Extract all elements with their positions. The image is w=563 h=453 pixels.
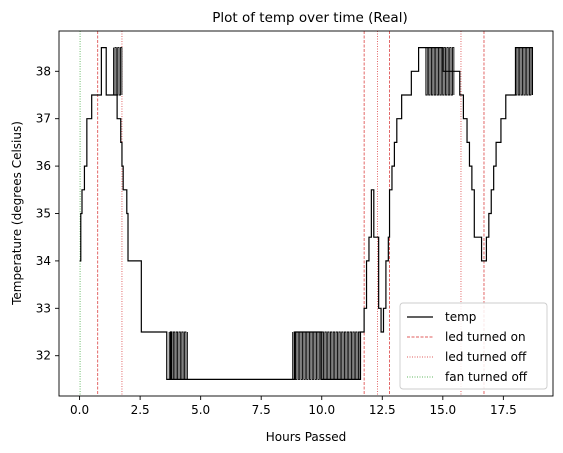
x-tick-label-0: 0.0 bbox=[70, 403, 89, 417]
y-tick-label-5: 37 bbox=[36, 112, 51, 126]
x-tick-label-7: 17.5 bbox=[490, 403, 517, 417]
y-tick-label-0: 32 bbox=[36, 349, 51, 363]
legend-label-led-off: led turned off bbox=[445, 350, 527, 364]
temp-series-line bbox=[79, 46, 534, 381]
chart-title: Plot of temp over time (Real) bbox=[212, 10, 407, 26]
x-tick-label-1: 2.5 bbox=[131, 403, 150, 417]
y-axis-ticks: 32 33 34 35 36 37 38 bbox=[36, 64, 59, 363]
legend-label-led-on: led turned on bbox=[445, 330, 526, 344]
temp-oscillation-band-0 bbox=[113, 47, 123, 96]
y-tick-label-1: 33 bbox=[36, 301, 51, 315]
temp-oscillation-band-3 bbox=[425, 47, 455, 96]
y-tick-label-2: 34 bbox=[36, 254, 51, 268]
temp-oscillation-band-2 bbox=[292, 331, 361, 380]
y-tick-label-3: 35 bbox=[36, 207, 51, 221]
x-tick-label-3: 7.5 bbox=[252, 403, 271, 417]
x-tick-label-6: 15.0 bbox=[429, 403, 456, 417]
legend: temp led turned on led turned off fan tu… bbox=[399, 302, 548, 390]
temp-oscillation-band-4 bbox=[515, 47, 533, 96]
y-tick-label-4: 36 bbox=[36, 159, 51, 173]
x-axis-ticks: 0.0 2.5 5.0 7.5 10.0 12.5 15.0 17.5 bbox=[70, 396, 517, 417]
y-tick-label-6: 38 bbox=[36, 64, 51, 78]
x-tick-label-2: 5.0 bbox=[191, 403, 210, 417]
oscillation-bands bbox=[113, 47, 533, 380]
x-tick-label-4: 10.0 bbox=[308, 403, 335, 417]
legend-label-temp: temp bbox=[445, 310, 476, 324]
plot-area bbox=[79, 31, 534, 396]
legend-box bbox=[399, 302, 548, 390]
x-axis-label: Hours Passed bbox=[266, 430, 347, 444]
y-axis-label: Temperature (degrees Celsius) bbox=[10, 121, 24, 306]
legend-label-fan-off: fan turned off bbox=[445, 370, 528, 384]
x-tick-label-5: 12.5 bbox=[369, 403, 396, 417]
